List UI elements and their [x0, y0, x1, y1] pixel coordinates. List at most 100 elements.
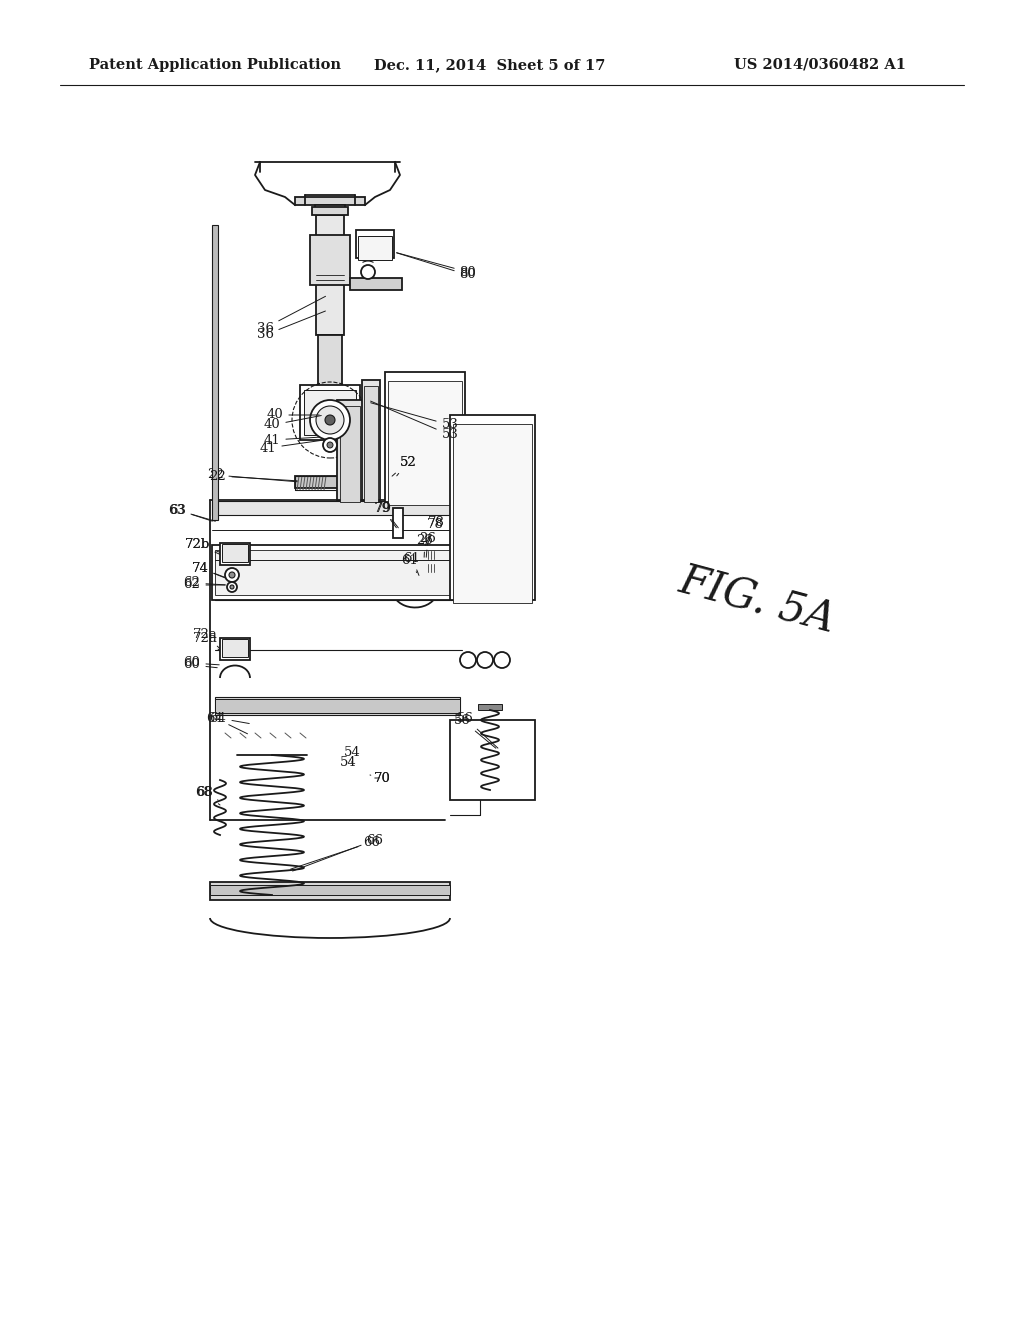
Bar	[300, 385, 360, 440]
Text: 26: 26	[420, 532, 436, 557]
Text: 66: 66	[293, 833, 384, 871]
Text: FIG. 5A: FIG. 5A	[675, 560, 840, 642]
Text: 72b: 72b	[184, 537, 225, 557]
Text: 68: 68	[196, 785, 218, 800]
Circle shape	[310, 400, 350, 440]
Bar	[215, 550, 464, 595]
Circle shape	[477, 652, 493, 668]
Text: Dec. 11, 2014  Sheet 5 of 17: Dec. 11, 2014 Sheet 5 of 17	[375, 58, 605, 73]
Text: Patent Application Publication: Patent Application Publication	[89, 58, 341, 73]
Bar	[295, 197, 365, 205]
Circle shape	[494, 652, 510, 668]
Bar	[316, 215, 344, 335]
Bar	[315, 205, 345, 213]
Text: 56: 56	[457, 711, 498, 748]
Text: 54: 54	[340, 755, 356, 768]
Bar	[295, 477, 365, 488]
Bar	[340, 407, 360, 502]
Text: 52: 52	[392, 455, 417, 477]
Bar	[388, 381, 462, 506]
Bar	[220, 638, 250, 660]
Text: 70: 70	[374, 771, 390, 784]
Text: 72a: 72a	[193, 628, 225, 653]
Text: 68: 68	[197, 787, 220, 805]
Text: 63: 63	[169, 503, 215, 521]
Text: 64: 64	[207, 711, 248, 734]
Text: 78: 78	[425, 519, 443, 545]
Text: 62: 62	[183, 577, 225, 590]
Bar	[450, 719, 535, 800]
Text: 54: 54	[344, 746, 360, 763]
Text: 78: 78	[427, 516, 444, 545]
Text: 56: 56	[454, 714, 496, 748]
Text: 40: 40	[263, 416, 322, 432]
Circle shape	[230, 585, 234, 589]
Circle shape	[460, 652, 476, 668]
Bar	[478, 789, 502, 796]
Bar	[222, 544, 248, 562]
Text: 72b: 72b	[185, 537, 232, 557]
Text: 60: 60	[183, 656, 219, 669]
Bar	[350, 279, 402, 290]
Bar	[312, 207, 348, 215]
Polygon shape	[410, 564, 428, 572]
Bar	[210, 884, 450, 895]
Polygon shape	[410, 550, 428, 558]
Text: 36: 36	[256, 312, 326, 342]
Bar	[222, 639, 248, 657]
Text: 63: 63	[170, 503, 212, 521]
Text: 41: 41	[263, 433, 319, 446]
Circle shape	[323, 438, 337, 451]
Bar	[385, 372, 465, 502]
Bar	[358, 236, 392, 260]
Text: 22: 22	[207, 469, 297, 482]
Bar	[337, 400, 362, 500]
Text: 40: 40	[266, 408, 319, 421]
Bar	[478, 704, 502, 710]
Text: 80: 80	[396, 252, 476, 279]
Text: 74: 74	[191, 561, 229, 579]
Bar	[215, 700, 460, 713]
Bar	[362, 380, 380, 500]
Bar	[212, 545, 467, 601]
Bar	[364, 385, 378, 502]
Circle shape	[327, 442, 333, 447]
Circle shape	[225, 568, 239, 582]
Bar	[318, 335, 342, 395]
Text: 80: 80	[396, 253, 476, 281]
Bar	[356, 230, 394, 257]
Bar	[304, 389, 356, 436]
Circle shape	[325, 414, 335, 425]
Text: 64: 64	[210, 711, 249, 725]
Circle shape	[361, 265, 375, 279]
Text: 62: 62	[183, 578, 225, 591]
Bar	[393, 508, 403, 539]
Text: 53: 53	[371, 403, 459, 432]
Text: 60: 60	[183, 659, 217, 672]
Text: 53: 53	[371, 401, 459, 441]
Bar	[220, 543, 250, 565]
Text: 26: 26	[417, 533, 433, 557]
Text: 22: 22	[210, 470, 297, 483]
Circle shape	[316, 407, 344, 434]
Text: 41: 41	[260, 441, 322, 454]
Bar	[212, 224, 218, 520]
Bar	[450, 414, 535, 601]
Text: 79: 79	[374, 502, 396, 528]
Text: US 2014/0360482 A1: US 2014/0360482 A1	[734, 58, 906, 73]
Text: 70: 70	[370, 771, 390, 784]
Bar	[215, 697, 460, 715]
Bar	[212, 502, 462, 515]
Text: 66: 66	[291, 836, 381, 869]
Text: 36: 36	[256, 296, 326, 334]
Text: 61: 61	[403, 552, 421, 576]
Circle shape	[227, 582, 237, 591]
Text: 79: 79	[375, 502, 398, 528]
Bar	[453, 424, 532, 603]
Text: 74: 74	[191, 561, 230, 579]
Text: 52: 52	[396, 455, 417, 475]
Bar	[210, 882, 450, 900]
Text: 72a: 72a	[193, 631, 223, 653]
Bar	[310, 235, 350, 285]
Circle shape	[229, 572, 234, 578]
